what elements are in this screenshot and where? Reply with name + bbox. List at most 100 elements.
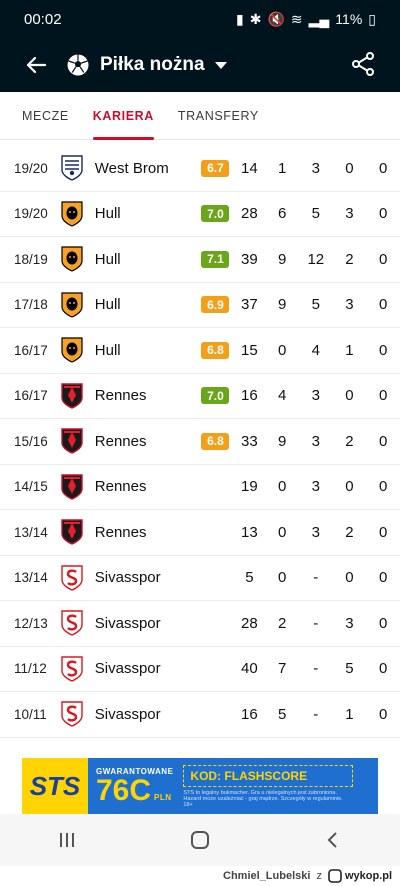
stat-goals: 9 [277, 296, 287, 314]
rennes-crest-icon [61, 383, 83, 409]
table-row[interactable]: 13/14 Sivasspor 5 0 - 0 0 [0, 556, 400, 601]
stat-assists: 5 [311, 296, 320, 314]
team-name: Rennes [94, 478, 147, 496]
team-name: Rennes [94, 387, 147, 405]
stat-matches: 5 [245, 569, 254, 587]
team-name: Rennes [94, 432, 147, 450]
table-row[interactable]: 19/20 Hull 7.0 28 6 5 3 0 [0, 192, 400, 237]
stat-yellow-cards: 0 [345, 569, 354, 587]
stat-assists: 3 [311, 387, 320, 405]
page-title: Piłka nożna [100, 54, 205, 75]
team-name: Hull [94, 250, 121, 268]
stat-goals: 1 [277, 159, 287, 177]
sivas-crest-icon [61, 701, 83, 728]
stat-red-cards: 0 [378, 205, 388, 223]
table-row[interactable]: 18/19 Hull 7.1 39 9 12 2 0 [0, 237, 400, 283]
table-row[interactable]: 14/15 Rennes 19 0 3 0 0 [0, 465, 400, 510]
table-row[interactable]: 19/20 West Brom 6.7 14 1 3 0 0 [0, 146, 400, 192]
battery-percent: 11% [335, 11, 363, 27]
ad-banner[interactable]: STS GWARANTOWANE 76C PLN KOD: FLASHSCORE… [22, 758, 378, 814]
wykop-logo-icon [328, 869, 342, 883]
stat-goals: 4 [277, 387, 287, 405]
stat-assists: 3 [311, 159, 320, 177]
system-back-button[interactable] [313, 825, 353, 855]
stat-yellow-cards: 2 [345, 523, 354, 541]
stat-yellow-cards: 3 [345, 296, 354, 314]
stat-assists: 3 [311, 432, 320, 450]
rating-badge [201, 660, 229, 677]
battery-icon: ▯ [368, 10, 376, 27]
stat-matches: 16 [241, 705, 258, 723]
stat-matches: 33 [241, 432, 258, 450]
table-row[interactable]: 16/17 Hull 6.8 15 0 4 1 0 [0, 328, 400, 374]
stat-assists: - [313, 660, 319, 678]
sport-selector[interactable]: Piłka nożna [66, 53, 227, 77]
ad-currency: PLN [154, 792, 172, 802]
battery-saver-icon: ▮ [235, 10, 244, 27]
wba-crest-icon [61, 155, 83, 182]
stat-assists: - [313, 705, 319, 723]
stat-yellow-cards: 2 [345, 250, 354, 268]
chevron-left-icon [327, 832, 338, 848]
stat-matches: 15 [241, 341, 258, 359]
signal-icon: ▂▄ [308, 10, 330, 27]
stat-yellow-cards: 3 [345, 205, 354, 223]
stat-goals: 5 [277, 705, 287, 723]
sivas-crest-icon [61, 565, 83, 591]
stat-red-cards: 0 [378, 478, 388, 496]
team-name: Hull [94, 296, 121, 314]
table-row[interactable]: 10/11 Sivasspor 16 5 - 1 0 [0, 692, 400, 738]
stat-goals: 9 [277, 250, 287, 268]
watermark-user: Chmiel_Lubelski [223, 870, 311, 882]
watermark-site: wykop.pl [344, 870, 392, 882]
stat-assists: 12 [307, 250, 325, 268]
rennes-crest-icon [61, 428, 83, 455]
home-icon [190, 831, 209, 849]
table-row[interactable]: 13/14 Rennes 13 0 3 2 0 [0, 510, 400, 556]
rating-badge: 7.1 [201, 250, 230, 268]
sivas-crest-icon [61, 610, 83, 637]
recent-apps-button[interactable] [47, 825, 87, 855]
stat-yellow-cards: 2 [345, 432, 354, 450]
stat-matches: 40 [241, 660, 258, 678]
table-row[interactable]: 11/12 Sivasspor 40 7 - 5 0 [0, 647, 400, 692]
stat-matches: 37 [241, 296, 258, 314]
watermark-suffix: z [316, 870, 322, 882]
stat-red-cards: 0 [378, 705, 388, 723]
table-row[interactable]: 12/13 Sivasspor 28 2 - 3 0 [0, 601, 400, 647]
table-row-partial [0, 738, 400, 758]
table-row[interactable]: 16/17 Rennes 7.0 16 4 3 0 0 [0, 374, 400, 419]
rennes-crest-icon [61, 474, 83, 500]
table-row[interactable]: 15/16 Rennes 6.8 33 9 3 2 0 [0, 419, 400, 465]
rating-badge: 6.8 [201, 341, 230, 359]
stat-assists: - [313, 569, 319, 587]
bluetooth-icon: ✱ [249, 10, 262, 27]
rating-badge: 6.9 [201, 296, 230, 314]
stat-yellow-cards: 1 [345, 341, 354, 359]
team-name: Sivasspor [94, 569, 161, 587]
hull-crest-icon [61, 201, 83, 227]
stat-red-cards: 0 [378, 432, 388, 450]
ad-brand-logo: STS [22, 758, 88, 814]
home-button[interactable] [180, 825, 220, 855]
stat-matches: 16 [241, 387, 258, 405]
stat-assists: 5 [311, 205, 320, 223]
share-icon[interactable] [350, 51, 376, 77]
ad-promo-code: KOD: FLASHSCORE [183, 764, 354, 787]
tab-mecze[interactable]: MECZE [22, 108, 69, 123]
tab-transfery[interactable]: TRANSFERY [177, 108, 259, 123]
stat-red-cards: 0 [378, 660, 388, 678]
season: 17/18 [14, 297, 48, 313]
stat-goals: 7 [277, 660, 287, 678]
rating-badge [201, 706, 229, 723]
stat-red-cards: 0 [378, 569, 388, 587]
stat-yellow-cards: 0 [345, 478, 354, 496]
table-row[interactable]: 17/18 Hull 6.9 37 9 5 3 0 [0, 283, 400, 328]
tab-kariera[interactable]: KARIERA [81, 92, 166, 140]
system-nav-bar [0, 814, 400, 866]
season: 14/15 [14, 479, 48, 495]
stat-matches: 19 [241, 478, 258, 496]
stat-matches: 13 [241, 523, 258, 541]
back-button[interactable] [22, 51, 50, 79]
status-bar: 00:02 ▮ ✱ 🔇 ≋ ▂▄ 11% ▯ [0, 0, 400, 38]
